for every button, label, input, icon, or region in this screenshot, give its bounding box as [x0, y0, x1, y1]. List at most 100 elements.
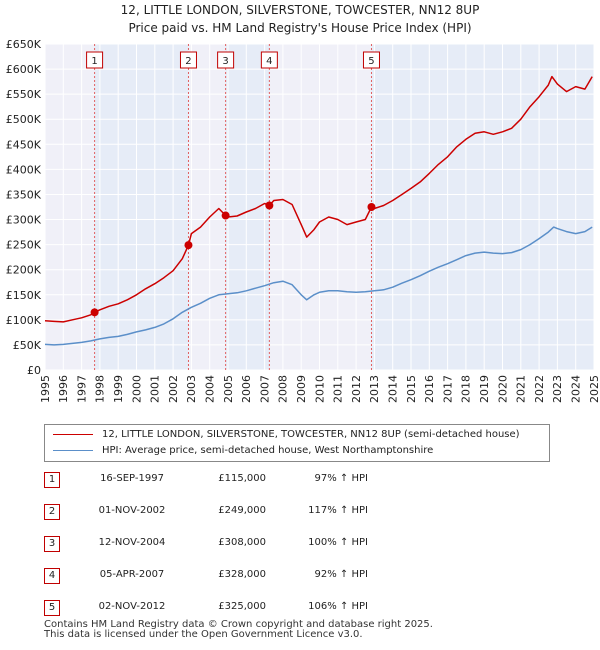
x-tick-label: 2013 [368, 375, 381, 403]
sale-price: £308,000 [218, 537, 266, 548]
sale-row: 5 02-NOV-2012 £325,000 106% ↑ HPI [44, 599, 564, 619]
y-tick-label: £200K [6, 264, 42, 277]
x-tick-label: 1997 [75, 375, 88, 403]
y-tick-label: £450K [6, 138, 42, 151]
y-tick-label: £250K [6, 239, 42, 252]
x-tick-label: 2016 [423, 375, 436, 403]
x-tick-label: 2015 [405, 375, 418, 403]
property-price-line [44, 75, 593, 323]
sale-number-boxes: 1 2 3 4 5 [86, 51, 380, 69]
y-tick-label: £300K [6, 214, 42, 227]
x-tick-label: 2011 [332, 375, 345, 403]
sale-price: £328,000 [218, 569, 266, 580]
sale-row: 1 16-SEP-1997 £115,000 97% ↑ HPI [44, 471, 564, 491]
x-tick-label: 2024 [570, 375, 583, 403]
sale-date: 12-NOV-2004 [98, 537, 166, 548]
x-tick-label: 2014 [387, 375, 400, 403]
sale-box-label: 1 [91, 56, 97, 67]
x-axis-ticks: 1995 1996 1997 1998 1999 2000 2001 2002 2003 2004… [39, 375, 600, 403]
x-tick-label: 2001 [149, 375, 162, 403]
x-tick-label: 2012 [350, 375, 363, 403]
legend: 12, LITTLE LONDON, SILVERSTONE, TOWCESTE… [44, 424, 550, 462]
sale-row: 2 01-NOV-2002 £249,000 117% ↑ HPI [44, 503, 564, 523]
series-lines [44, 75, 593, 346]
sale-hpi-change: 92% ↑ HPI [314, 569, 368, 580]
sale-date: 02-NOV-2012 [98, 601, 166, 612]
footer-copyright: Contains HM Land Registry data © Crown c… [44, 619, 433, 630]
sale-box-frame [362, 51, 380, 69]
sale-point-3 [221, 211, 230, 220]
sale-points [90, 201, 376, 317]
sale-box-frame [86, 51, 104, 69]
sale-box-frame [179, 51, 197, 69]
legend-swatch-hpi [53, 449, 93, 451]
legend-label-property: 12, LITTLE LONDON, SILVERSTONE, TOWCESTE… [102, 429, 520, 440]
legend-swatch-property [53, 433, 93, 435]
y-axis-ticks: £0 £50K £100K £150K £200K £250K £300K £350K £400… [6, 38, 42, 377]
grid-lines [44, 43, 595, 371]
x-tick-label: 2022 [533, 375, 546, 403]
sale-price: £325,000 [218, 601, 266, 612]
x-tick-label: 1999 [112, 375, 125, 403]
sale-box-3: 3 [217, 51, 235, 69]
x-tick-label: 2004 [204, 375, 217, 403]
sale-hpi-change: 106% ↑ HPI [308, 601, 368, 612]
x-tick-label: 2008 [277, 375, 290, 403]
x-tick-label: 2010 [313, 375, 326, 403]
x-tick-label: 2003 [185, 375, 198, 403]
y-tick-label: £400K [6, 163, 42, 176]
footer-license: This data is licensed under the Open Gov… [44, 629, 363, 640]
sale-box-2: 2 [179, 51, 197, 69]
chart-title: 12, LITTLE LONDON, SILVERSTONE, TOWCESTE… [121, 3, 480, 17]
x-tick-label: 2005 [222, 375, 235, 403]
y-tick-label: £500K [6, 113, 42, 126]
y-tick-label: £150K [6, 289, 42, 302]
legend-item-property: 12, LITTLE LONDON, SILVERSTONE, TOWCESTE… [53, 427, 520, 443]
x-tick-label: 2006 [240, 375, 253, 403]
sale-number: 5 [44, 600, 60, 616]
sale-price: £115,000 [218, 473, 266, 484]
sale-date: 16-SEP-1997 [100, 473, 164, 484]
price-chart: 12, LITTLE LONDON, SILVERSTONE, TOWCESTE… [6, 3, 600, 403]
sale-box-1: 1 [86, 51, 104, 69]
sale-box-label: 3 [222, 56, 228, 67]
sale-number: 2 [44, 504, 60, 520]
y-tick-label: £650K [6, 38, 42, 51]
sale-point-4 [265, 201, 274, 210]
sale-price: £249,000 [218, 505, 266, 516]
x-tick-label: 2000 [130, 375, 143, 403]
sale-number: 4 [44, 568, 60, 584]
legend-label-hpi: HPI: Average price, semi-detached house,… [102, 445, 434, 456]
sale-box-label: 4 [266, 56, 272, 67]
x-tick-label: 2023 [551, 375, 564, 403]
legend-item-hpi: HPI: Average price, semi-detached house,… [53, 443, 433, 459]
ownership-period [94, 44, 189, 370]
y-tick-label: £0 [27, 364, 41, 377]
sale-box-label: 2 [185, 56, 191, 67]
x-tick-label: 2019 [478, 375, 491, 403]
sale-point-1 [90, 308, 99, 317]
ownership-period [371, 44, 594, 370]
x-tick-label: 2020 [496, 375, 509, 403]
y-tick-label: £600K [6, 63, 42, 76]
x-tick-label: 1995 [39, 375, 52, 403]
sale-date: 05-APR-2007 [99, 569, 165, 580]
y-tick-label: £100K [6, 314, 42, 327]
sale-box-4: 4 [260, 51, 278, 69]
sale-hpi-change: 97% ↑ HPI [314, 473, 368, 484]
sale-hpi-change: 117% ↑ HPI [308, 505, 368, 516]
sale-box-frame [217, 51, 235, 69]
sale-row: 3 12-NOV-2004 £308,000 100% ↑ HPI [44, 535, 564, 555]
x-tick-label: 2021 [515, 375, 528, 403]
sale-point-5 [367, 203, 376, 211]
hpi-line [44, 226, 593, 346]
sale-date: 01-NOV-2002 [98, 505, 166, 516]
x-tick-label: 2018 [460, 375, 473, 403]
y-tick-label: £350K [6, 188, 42, 201]
ownership-period [225, 44, 270, 370]
x-tick-label: 2009 [295, 375, 308, 403]
sale-hpi-change: 100% ↑ HPI [308, 537, 368, 548]
sale-number: 3 [44, 536, 60, 552]
sale-box-5: 5 [362, 51, 380, 69]
x-tick-label: 1996 [57, 375, 70, 403]
